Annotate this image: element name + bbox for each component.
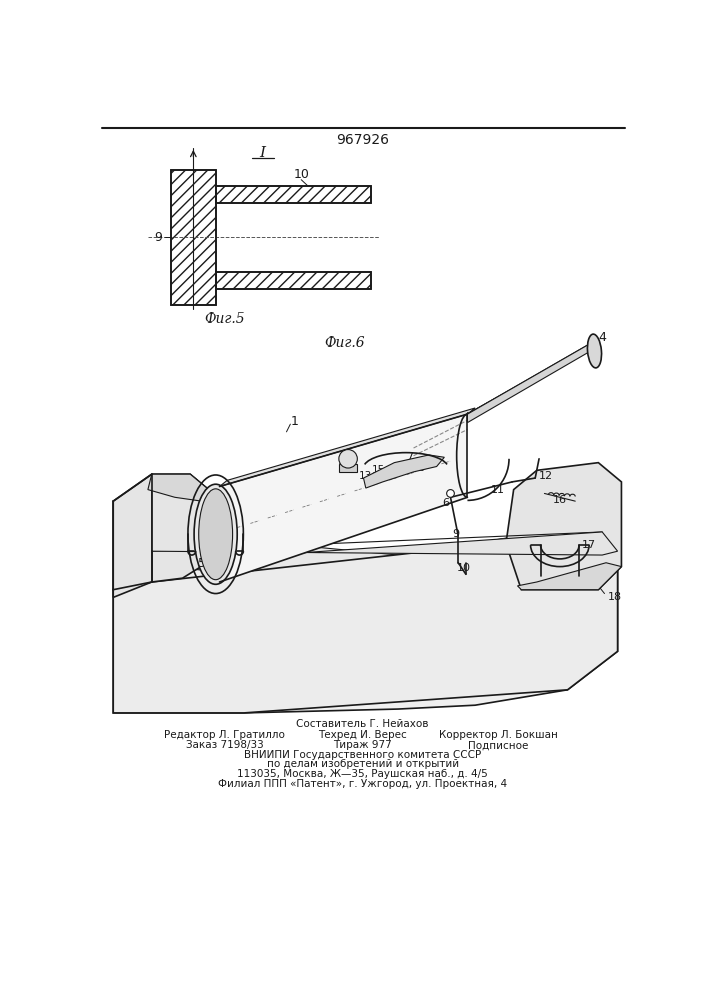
- Polygon shape: [339, 464, 357, 472]
- Text: Корректор Л. Бокшан: Корректор Л. Бокшан: [439, 730, 558, 740]
- Text: Редактор Л. Гратилло: Редактор Л. Гратилло: [165, 730, 286, 740]
- Text: Тираж 977: Тираж 977: [333, 740, 392, 750]
- Text: 16: 16: [553, 495, 567, 505]
- Text: Филиал ППП «Патент», г. Ужгород, ул. Проектная, 4: Филиал ППП «Патент», г. Ужгород, ул. Про…: [218, 779, 508, 789]
- Text: 17: 17: [582, 540, 596, 550]
- Ellipse shape: [194, 484, 238, 584]
- Polygon shape: [113, 536, 618, 713]
- Text: 7: 7: [406, 452, 414, 462]
- Bar: [216, 186, 371, 203]
- Polygon shape: [219, 408, 475, 487]
- Text: 10: 10: [457, 563, 471, 573]
- Text: 4: 4: [598, 331, 606, 344]
- Text: I: I: [259, 146, 266, 160]
- Text: по делам изобретений и открытий: по делам изобретений и открытий: [267, 759, 459, 769]
- Polygon shape: [219, 414, 467, 582]
- Text: 1: 1: [291, 415, 298, 428]
- Text: 15: 15: [368, 475, 382, 485]
- Text: 10: 10: [293, 168, 309, 181]
- Ellipse shape: [588, 334, 602, 368]
- Polygon shape: [518, 563, 621, 590]
- Ellipse shape: [339, 450, 357, 468]
- Bar: [171, 170, 216, 305]
- Text: Составитель Г. Нейахов: Составитель Г. Нейахов: [296, 719, 429, 729]
- Text: 11: 11: [491, 485, 506, 495]
- Text: 5: 5: [198, 557, 206, 570]
- Polygon shape: [152, 536, 537, 578]
- Text: ВНИИПИ Государственного комитета СССР: ВНИИПИ Государственного комитета СССР: [244, 750, 481, 760]
- Polygon shape: [467, 343, 595, 417]
- Text: 113035, Москва, Ж—35, Раушская наб., д. 4/5: 113035, Москва, Ж—35, Раушская наб., д. …: [238, 769, 488, 779]
- Text: 9: 9: [155, 231, 163, 244]
- Text: 9: 9: [452, 529, 460, 539]
- Polygon shape: [113, 474, 214, 597]
- Text: Техред И. Верес: Техред И. Верес: [318, 730, 407, 740]
- Text: Фиг.5: Фиг.5: [204, 312, 245, 326]
- Bar: [216, 272, 371, 289]
- Polygon shape: [148, 474, 214, 501]
- Polygon shape: [467, 343, 590, 423]
- Bar: [216, 186, 371, 203]
- Polygon shape: [363, 455, 444, 488]
- Polygon shape: [152, 474, 618, 559]
- Text: Фиг.6: Фиг.6: [324, 336, 365, 350]
- Polygon shape: [506, 463, 621, 590]
- Ellipse shape: [447, 490, 455, 497]
- Ellipse shape: [199, 489, 233, 580]
- Text: 14: 14: [338, 463, 351, 473]
- Bar: [216, 272, 371, 289]
- Polygon shape: [113, 532, 618, 713]
- Text: 8: 8: [418, 463, 425, 473]
- Text: 12: 12: [539, 471, 553, 481]
- Text: 967926: 967926: [337, 133, 390, 147]
- Bar: [171, 170, 216, 305]
- Text: 15: 15: [373, 465, 385, 475]
- Text: Подписное: Подписное: [468, 740, 528, 750]
- Text: 13: 13: [359, 471, 373, 481]
- Text: 6: 6: [443, 498, 450, 508]
- Text: Заказ 7198/33: Заказ 7198/33: [186, 740, 264, 750]
- Text: 18: 18: [607, 592, 621, 602]
